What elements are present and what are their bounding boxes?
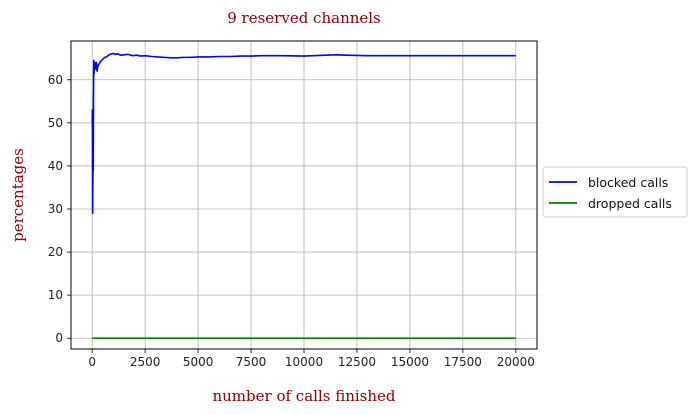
legend-label-blocked-calls: blocked calls [588, 175, 668, 190]
x-tick-label: 15000 [391, 355, 429, 369]
x-tick-label: 5000 [183, 355, 214, 369]
y-axis-label: percentages [9, 148, 27, 242]
y-tick-label: 60 [48, 73, 63, 87]
x-tick-label: 2500 [130, 355, 161, 369]
y-tick-label: 20 [48, 245, 63, 259]
legend-frame [542, 166, 688, 218]
series-line-blocked-calls [91, 52, 516, 215]
y-tick-label: 50 [48, 116, 63, 130]
y-axis-ticks: 0 10 20 30 40 50 60 [48, 73, 71, 345]
x-tick-label: 12500 [338, 355, 376, 369]
x-axis-ticks: 0 2500 5000 7500 10000 12500 15000 17500 20000 [88, 349, 535, 369]
x-tick-label: 10000 [285, 355, 323, 369]
x-tick-label: 0 [88, 355, 96, 369]
y-tick-label: 0 [55, 331, 63, 345]
series-group [91, 52, 516, 340]
y-tick-label: 30 [48, 202, 63, 216]
y-tick-label: 40 [48, 159, 63, 173]
chart-title: 9 reserved channels [227, 9, 381, 27]
x-tick-label: 20000 [497, 355, 535, 369]
y-tick-label: 10 [48, 288, 63, 302]
legend-label-dropped-calls: dropped calls [588, 196, 672, 211]
grid-lines [71, 41, 537, 349]
legend: blocked calls dropped calls [542, 166, 688, 218]
x-tick-label: 17500 [444, 355, 482, 369]
x-axis-label: number of calls finished [212, 387, 395, 405]
x-tick-label: 7500 [236, 355, 267, 369]
